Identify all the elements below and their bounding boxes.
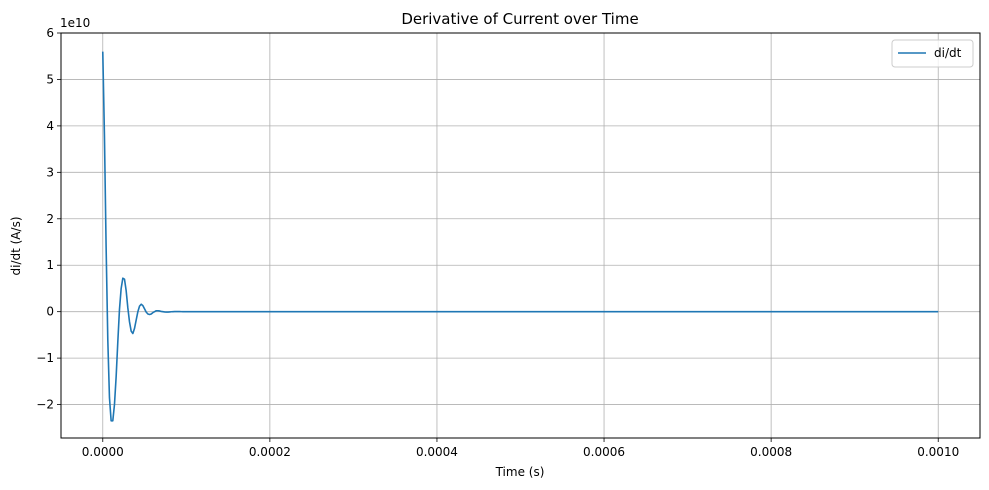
plot-lines [101,51,939,422]
legend-box [891,39,974,68]
series-line-didt [101,51,939,422]
legend-label: di/dt [934,46,962,60]
y-tick-label: 4 [46,119,54,133]
axes-frame [60,32,981,439]
y-tick-label: −1 [36,351,54,365]
x-tick-label: 0.0002 [249,445,291,459]
y-tick-label: −2 [36,398,54,412]
x-tick-label: 0.0006 [583,445,625,459]
y-axis-ticks: −2 −1 0 1 2 3 4 5 6 [36,26,61,412]
x-tick-label: 0.0004 [416,445,458,459]
x-axis-ticks: 0.0000 0.0002 0.0004 0.0006 0.0008 0.0010 [82,438,959,459]
y-axis-label: di/dt (A/s) [9,217,23,276]
legend: di/dt [891,39,974,68]
y-offset-label: 1e10 [60,16,90,30]
y-tick-label: 0 [46,305,54,319]
x-tick-label: 0.0008 [750,445,792,459]
y-tick-label: 1 [46,258,54,272]
y-tick-label: 3 [46,165,54,179]
y-tick-label: 2 [46,212,54,226]
x-tick-label: 0.0000 [82,445,124,459]
x-axis-label: Time (s) [495,465,545,479]
y-tick-label: 5 [46,72,54,86]
y-tick-label: 6 [46,26,54,40]
grid [61,32,980,438]
x-tick-label: 0.0010 [917,445,959,459]
chart-title: Derivative of Current over Time [401,10,638,28]
